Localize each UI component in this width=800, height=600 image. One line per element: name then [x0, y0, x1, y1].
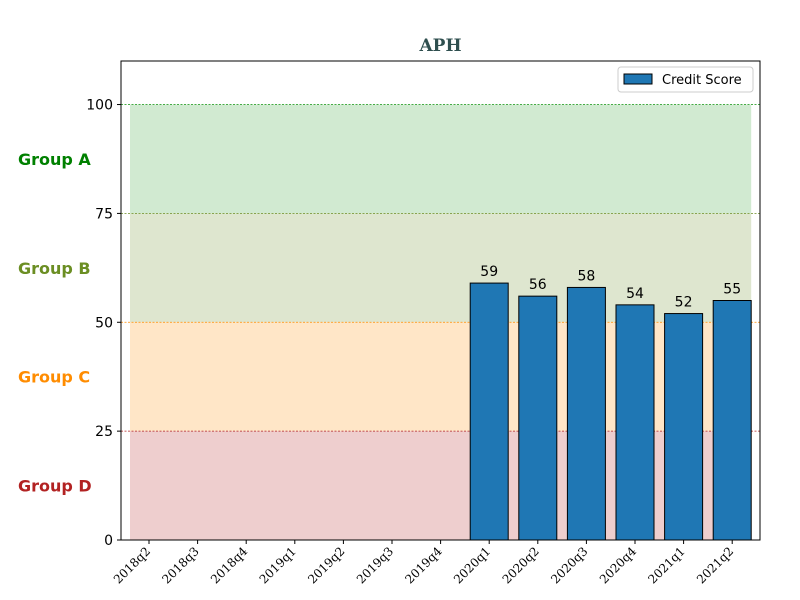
legend-swatch	[623, 73, 653, 85]
x-tick-label: 2021q1	[645, 544, 687, 586]
group-c-band	[130, 322, 752, 432]
data-label-2020q4: 54	[626, 286, 644, 302]
x-tick-label: 2018q2	[111, 544, 153, 586]
y-tick-label: 0	[104, 533, 113, 549]
group-b-label: Group B	[18, 259, 91, 278]
group-d-band	[130, 431, 752, 540]
group-d-label: Group D	[18, 477, 92, 496]
bar-2021q2	[712, 300, 752, 541]
legend: Credit Score	[617, 66, 754, 93]
group-b-band	[130, 213, 752, 323]
y-tick-label: 100	[86, 98, 113, 114]
y-axis: 0 25 50 75 100	[86, 98, 121, 549]
x-tick-label: 2019q2	[305, 544, 347, 586]
x-tick-label: 2020q1	[451, 544, 493, 586]
bar-2021q1	[664, 313, 704, 541]
x-tick-label: 2019q4	[402, 544, 445, 587]
x-tick-label: 2019q1	[257, 544, 299, 586]
group-a-label: Group A	[18, 150, 91, 169]
data-label-2020q2: 56	[529, 277, 547, 293]
x-axis: 2018q2 2018q3 2018q4 2019q1 2019q2 2019q3 2019…	[111, 540, 736, 587]
x-tick-label: 2019q3	[354, 544, 396, 586]
data-label-2020q3: 58	[577, 268, 595, 284]
bar-2020q4	[615, 304, 655, 541]
y-tick-label: 50	[95, 315, 113, 331]
group-a-band	[130, 104, 752, 214]
legend-label: Credit Score	[662, 73, 742, 88]
x-tick-label: 2018q3	[159, 544, 201, 586]
data-label-2020q1: 59	[480, 264, 498, 280]
x-tick-label: 2020q2	[500, 544, 542, 586]
x-tick-label: 2020q4	[597, 544, 640, 587]
y-tick-label: 25	[95, 424, 113, 440]
legend-box	[617, 66, 754, 93]
bar-2020q3	[566, 286, 606, 541]
x-tick-label: 2020q3	[548, 544, 590, 586]
y-tick-label: 75	[95, 206, 113, 222]
x-tick-label: 2018q4	[208, 544, 251, 587]
bar-2020q2	[518, 295, 558, 541]
group-labels: Group A Group B Group C Group D	[18, 150, 92, 496]
data-labels: 59 56 58 54 52 55	[480, 264, 741, 310]
data-label-2021q2: 55	[723, 282, 741, 298]
chart-title: APH	[418, 36, 461, 56]
data-label-2021q1: 52	[675, 295, 693, 311]
x-tick-label: 2021q2	[694, 544, 736, 586]
bars	[469, 282, 752, 541]
group-c-label: Group C	[18, 368, 90, 387]
bar-2020q1	[469, 282, 509, 541]
